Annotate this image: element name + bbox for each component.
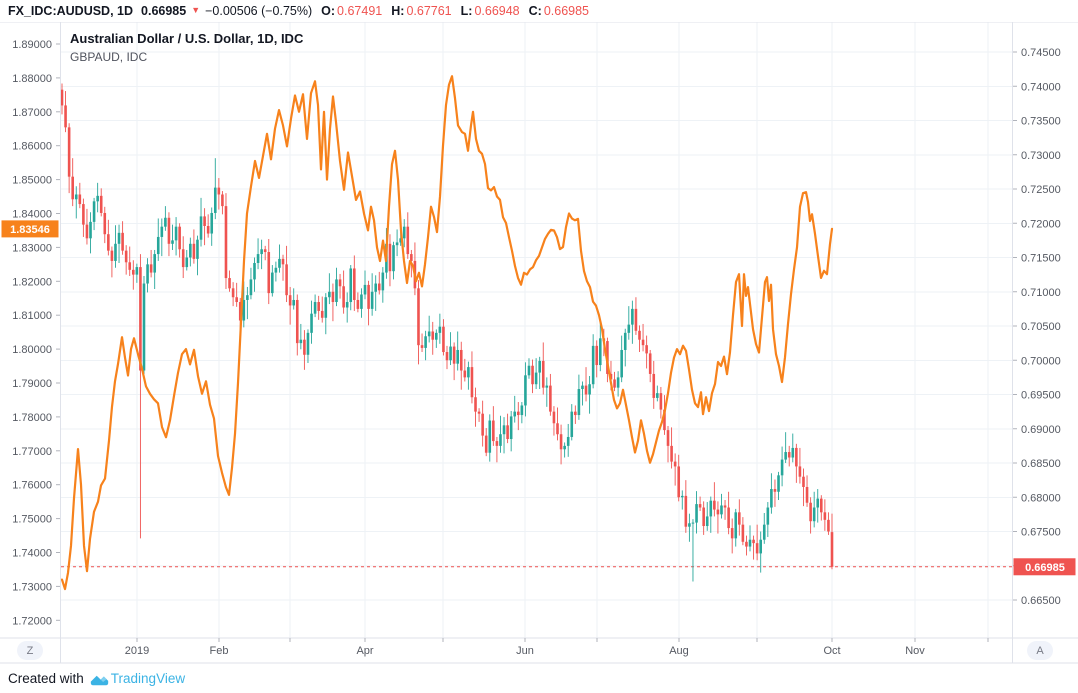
time-axis-label: Oct	[823, 645, 840, 657]
left-axis-label: 1.86000	[12, 141, 52, 153]
axis-borders	[0, 21, 1078, 664]
left-axis-label: 1.89000	[12, 39, 52, 51]
left-axis-label: 1.80000	[12, 344, 52, 356]
right-axis-label: 0.73000	[1021, 150, 1061, 162]
left-axis-label: 1.83000	[12, 242, 52, 254]
left-axis-label: 1.85000	[12, 175, 52, 187]
left-axis-label: 1.88000	[12, 73, 52, 85]
right-axis-label: 0.69500	[1021, 390, 1061, 402]
tradingview-brand-link[interactable]: TradingView	[110, 671, 186, 686]
time-axis[interactable]: 2019 Feb Apr Jun Aug Oct Nov	[125, 638, 989, 657]
low-value: 0.66948	[474, 4, 520, 18]
right-axis-label: 0.69000	[1021, 424, 1061, 436]
left-axis-label: 1.87000	[12, 107, 52, 119]
grid-lines	[61, 22, 1012, 638]
left-axis-label: 1.73000	[12, 581, 52, 593]
right-axis-label: 0.68000	[1021, 492, 1061, 504]
timezone-button[interactable]: Z	[17, 641, 43, 660]
audusd-last-price-badge: 0.66985	[1013, 558, 1076, 576]
main-series-title: Australian Dollar / U.S. Dollar, 1D, IDC	[70, 31, 304, 46]
right-axis-label: 0.74500	[1021, 47, 1061, 59]
symbol-header-bar: FX_IDC:AUDUSD, 1D 0.66985 ▼ −0.00506 (−0…	[0, 0, 1078, 22]
left-price-axis[interactable]: 1.89000 1.88000 1.87000 1.86000 1.85000 1.840…	[12, 39, 60, 627]
line-series-gbpaud	[61, 75, 834, 591]
left-axis-label: 1.81000	[12, 310, 52, 322]
right-axis-label: 0.71000	[1021, 287, 1061, 299]
svg-text:0.66985: 0.66985	[1025, 562, 1065, 574]
high-label: H:	[391, 4, 405, 18]
chart-legend: Australian Dollar / U.S. Dollar, 1D, IDC…	[70, 31, 303, 64]
time-axis-label: Feb	[210, 645, 229, 657]
svg-text:1.83546: 1.83546	[10, 224, 50, 236]
right-axis-label: 0.74000	[1021, 81, 1061, 93]
open-label: O:	[321, 4, 336, 18]
left-axis-label: 1.84000	[12, 209, 52, 221]
left-axis-label: 1.78000	[12, 412, 52, 424]
right-axis-label: 0.70500	[1021, 321, 1061, 333]
time-axis-label: Aug	[669, 645, 689, 657]
right-axis-label: 0.73500	[1021, 116, 1061, 128]
right-axis-label: 0.66500	[1021, 595, 1061, 607]
left-axis-label: 1.72000	[12, 615, 52, 627]
time-axis-label: Nov	[905, 645, 925, 657]
overlay-series-title: GBPAUD, IDC	[70, 50, 148, 64]
left-axis-label: 1.75000	[12, 514, 52, 526]
candlestick-series-audusd	[61, 83, 834, 582]
left-axis-label: 1.79000	[12, 378, 52, 390]
right-axis-label: 0.67500	[1021, 527, 1061, 539]
open-value: 0.67491	[337, 4, 383, 18]
left-axis-label: 1.82000	[12, 276, 52, 288]
auto-scale-button[interactable]: A	[1027, 641, 1053, 660]
down-triangle-icon: ▼	[191, 5, 201, 15]
left-axis-label: 1.77000	[12, 446, 52, 458]
footer-bar: Created with TradingView	[0, 664, 1078, 693]
right-axis-label: 0.72000	[1021, 218, 1061, 230]
right-axis-label: 0.70000	[1021, 355, 1061, 367]
created-with-text: Created with	[8, 671, 84, 686]
time-axis-label: 2019	[125, 645, 149, 657]
time-axis-label: Apr	[356, 645, 373, 657]
close-label: C:	[528, 4, 542, 18]
symbol-name: FX_IDC:AUDUSD, 1D	[8, 4, 134, 18]
last-price: 0.66985	[141, 4, 187, 18]
right-price-axis[interactable]: 0.74500 0.74000 0.73500 0.73000 0.72500 0.720…	[1013, 47, 1061, 607]
close-value: 0.66985	[543, 4, 590, 18]
right-axis-label: 0.71500	[1021, 253, 1061, 265]
left-axis-label: 1.76000	[12, 480, 52, 492]
right-axis-label: 0.68500	[1021, 458, 1061, 470]
price-change: −0.00506 (−0.75%)	[205, 4, 313, 18]
gbpaud-last-price-badge: 1.83546	[1, 220, 59, 238]
high-value: 0.67761	[406, 4, 452, 18]
right-axis-label: 0.72500	[1021, 184, 1061, 196]
low-label: L:	[460, 4, 473, 18]
left-axis-label: 1.74000	[12, 548, 52, 560]
tradingview-logo-icon	[90, 671, 109, 686]
time-axis-label: Jun	[516, 645, 534, 657]
